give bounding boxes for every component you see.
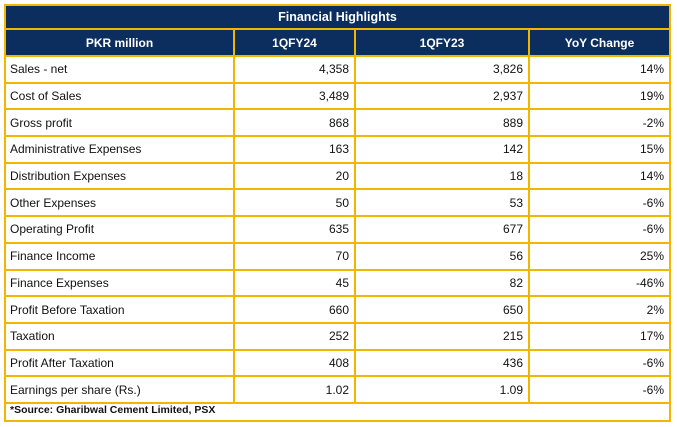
value-1qfy24: 252 xyxy=(234,322,356,351)
row-label: Distribution Expenses xyxy=(6,162,235,191)
table-row: Finance Income 70 56 25% xyxy=(6,242,669,271)
row-label: Finance Expenses xyxy=(6,269,235,298)
value-1qfy24: 868 xyxy=(234,109,356,138)
value-yoy-change: -2% xyxy=(529,109,669,138)
row-label: Finance Income xyxy=(6,242,235,271)
table-row: Finance Expenses 45 82 -46% xyxy=(6,269,669,298)
value-1qfy23: 3,826 xyxy=(355,56,530,84)
table-row: Taxation 252 215 17% xyxy=(6,322,669,351)
value-yoy-change: 2% xyxy=(529,296,669,324)
row-label: Gross profit xyxy=(6,109,235,138)
value-yoy-change: 25% xyxy=(529,242,669,271)
table-row: Sales - net 4,358 3,826 14% xyxy=(6,56,669,84)
value-1qfy23: 18 xyxy=(355,162,530,191)
value-1qfy23: 82 xyxy=(355,269,530,298)
value-yoy-change: -46% xyxy=(529,269,669,298)
value-yoy-change: -6% xyxy=(529,376,669,404)
value-1qfy24: 3,489 xyxy=(234,82,356,111)
value-1qfy24: 50 xyxy=(234,189,356,218)
table-row: Earnings per share (Rs.) 1.02 1.09 -6% xyxy=(6,376,669,404)
table-row: Gross profit 868 889 -2% xyxy=(6,109,669,138)
value-1qfy23: 53 xyxy=(355,189,530,218)
value-1qfy24: 635 xyxy=(234,216,356,244)
value-1qfy23: 436 xyxy=(355,349,530,378)
column-header-1qfy23: 1QFY23 xyxy=(355,30,530,57)
row-label: Cost of Sales xyxy=(6,82,235,111)
row-label: Operating Profit xyxy=(6,216,235,244)
value-1qfy23: 889 xyxy=(355,109,530,138)
value-1qfy23: 650 xyxy=(355,296,530,324)
table-body: Sales - net 4,358 3,826 14% Cost of Sales 3,4… xyxy=(6,56,669,404)
value-1qfy24: 4,358 xyxy=(234,56,356,84)
row-label: Profit Before Taxation xyxy=(6,296,235,324)
row-label: Profit After Taxation xyxy=(6,349,235,378)
source-note: *Source: Gharibwal Cement Limited, PSX xyxy=(10,404,216,416)
financial-table: PKR million 1QFY24 1QFY23 YoY Change Sal… xyxy=(6,30,669,404)
financial-highlights-table-frame: Financial Highlights PKR million 1QFY24 … xyxy=(4,4,671,422)
table-row: Operating Profit 635 677 -6% xyxy=(6,216,669,244)
value-1qfy24: 45 xyxy=(234,269,356,298)
row-label: Other Expenses xyxy=(6,189,235,218)
value-yoy-change: -6% xyxy=(529,216,669,244)
table-row: Other Expenses 50 53 -6% xyxy=(6,189,669,218)
table-title: Financial Highlights xyxy=(6,6,669,30)
table-row: Administrative Expenses 163 142 15% xyxy=(6,136,669,164)
value-yoy-change: 14% xyxy=(529,56,669,84)
value-yoy-change: 14% xyxy=(529,162,669,191)
value-1qfy24: 408 xyxy=(234,349,356,378)
value-1qfy23: 215 xyxy=(355,322,530,351)
column-header-yoy-change: YoY Change xyxy=(529,30,669,57)
row-label: Administrative Expenses xyxy=(6,136,235,164)
value-1qfy23: 2,937 xyxy=(355,82,530,111)
table-row: Profit Before Taxation 660 650 2% xyxy=(6,296,669,324)
value-1qfy24: 1.02 xyxy=(234,376,356,404)
row-label: Earnings per share (Rs.) xyxy=(6,376,235,404)
column-header-pkr-million: PKR million xyxy=(6,30,235,57)
header-row: PKR million 1QFY24 1QFY23 YoY Change xyxy=(6,30,669,57)
value-1qfy24: 163 xyxy=(234,136,356,164)
table-row: Distribution Expenses 20 18 14% xyxy=(6,162,669,191)
row-label: Sales - net xyxy=(6,56,235,84)
value-yoy-change: 15% xyxy=(529,136,669,164)
table-row: Cost of Sales 3,489 2,937 19% xyxy=(6,82,669,111)
value-1qfy24: 20 xyxy=(234,162,356,191)
value-yoy-change: 19% xyxy=(529,82,669,111)
table-row: Profit After Taxation 408 436 -6% xyxy=(6,349,669,378)
value-1qfy23: 1.09 xyxy=(355,376,530,404)
value-1qfy24: 660 xyxy=(234,296,356,324)
row-label: Taxation xyxy=(6,322,235,351)
value-yoy-change: -6% xyxy=(529,189,669,218)
value-1qfy23: 142 xyxy=(355,136,530,164)
column-header-1qfy24: 1QFY24 xyxy=(234,30,356,57)
value-yoy-change: -6% xyxy=(529,349,669,378)
value-1qfy24: 70 xyxy=(234,242,356,271)
value-1qfy23: 56 xyxy=(355,242,530,271)
value-1qfy23: 677 xyxy=(355,216,530,244)
value-yoy-change: 17% xyxy=(529,322,669,351)
